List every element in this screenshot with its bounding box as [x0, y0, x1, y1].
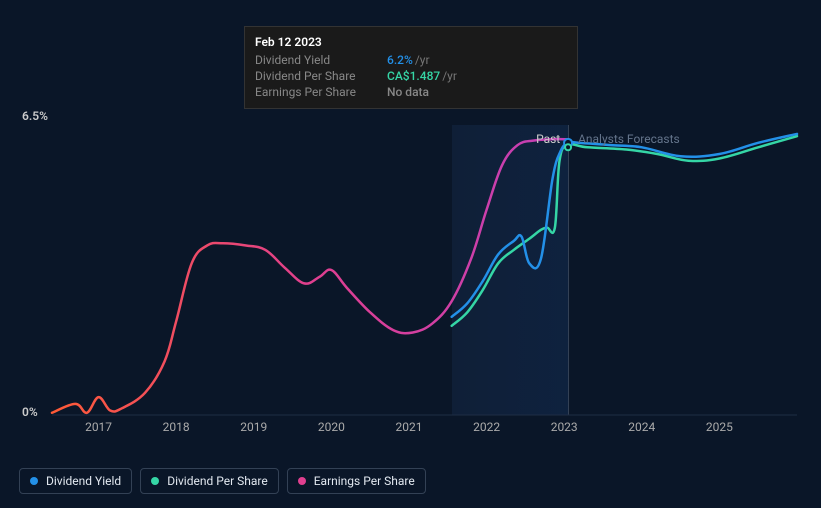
legend-dot-icon: [151, 477, 159, 485]
x-tick: 2019: [240, 420, 267, 434]
tooltip-value: 6.2%: [387, 53, 413, 67]
x-axis: 2017 2018 2019 2020 2021 2022 2023 2024 2025: [22, 420, 817, 440]
chart-legend: Dividend Yield Dividend Per Share Earnings…: [19, 468, 426, 494]
x-tick: 2017: [85, 420, 112, 434]
legend-dot-icon: [30, 477, 38, 485]
legend-dot-icon: [298, 477, 306, 485]
legend-label: Earnings Per Share: [314, 474, 415, 488]
chart-tooltip: Feb 12 2023 Dividend Yield6.2% /yrDivide…: [244, 26, 578, 109]
tooltip-label: Earnings Per Share: [255, 85, 387, 99]
tooltip-row: Dividend Yield6.2% /yr: [255, 52, 567, 68]
x-tick: 2025: [706, 420, 733, 434]
tooltip-row: Dividend Per ShareCA$1.487 /yr: [255, 68, 567, 84]
chart-area: 6.5% 0% Past Analysts Forecasts: [22, 105, 817, 440]
x-tick: 2018: [163, 420, 190, 434]
tooltip-date: Feb 12 2023: [255, 35, 567, 49]
tooltip-label: Dividend Per Share: [255, 69, 387, 83]
legend-item[interactable]: Dividend Per Share: [140, 468, 279, 494]
x-tick: 2020: [318, 420, 345, 434]
line-chart: [22, 105, 817, 440]
legend-label: Dividend Yield: [46, 474, 121, 488]
legend-item[interactable]: Earnings Per Share: [287, 468, 426, 494]
x-tick: 2021: [395, 420, 422, 434]
tooltip-label: Dividend Yield: [255, 53, 387, 67]
tooltip-unit: /yr: [442, 69, 457, 83]
x-tick: 2022: [473, 420, 500, 434]
legend-item[interactable]: Dividend Yield: [19, 468, 132, 494]
x-tick: 2023: [551, 420, 578, 434]
legend-label: Dividend Per Share: [167, 474, 268, 488]
tooltip-row: Earnings Per ShareNo data: [255, 84, 567, 100]
tooltip-value: No data: [387, 85, 429, 99]
tooltip-value: CA$1.487: [387, 69, 440, 83]
x-tick: 2024: [628, 420, 655, 434]
tooltip-unit: /yr: [415, 53, 430, 67]
